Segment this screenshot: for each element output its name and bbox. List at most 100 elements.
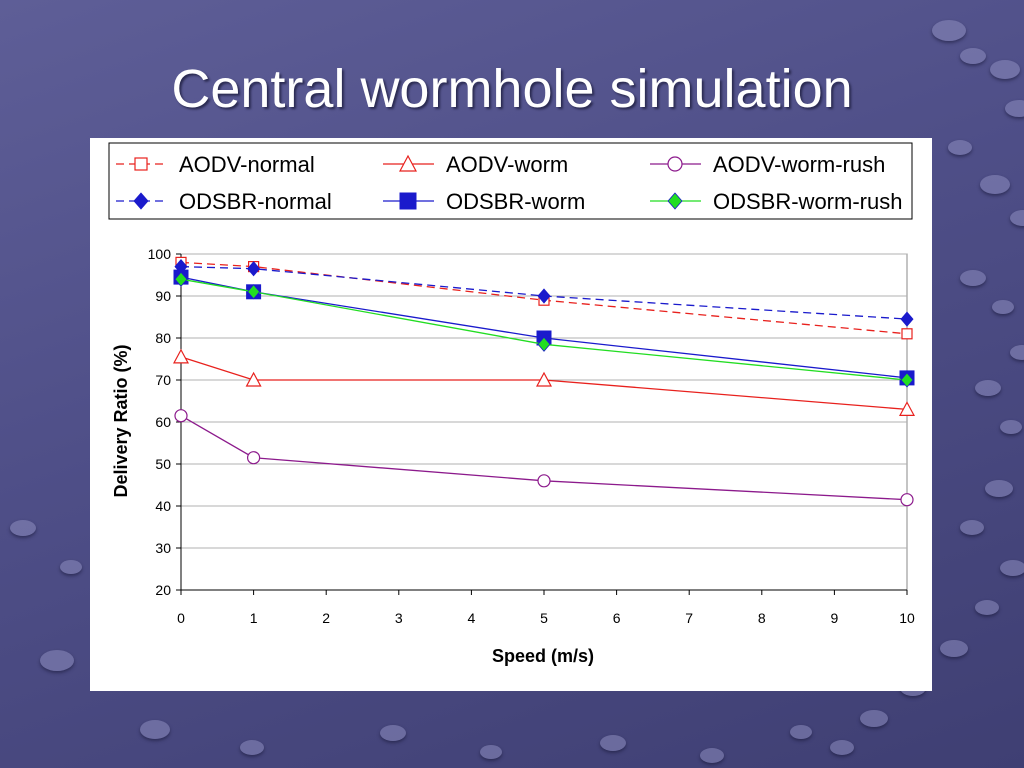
x-tick-label: 6 — [613, 610, 621, 626]
series-line — [180, 261, 908, 335]
series-aodv-worm — [172, 348, 916, 416]
background-dot — [940, 640, 968, 657]
y-tick-label: 100 — [148, 246, 172, 262]
background-dot — [960, 520, 984, 535]
y-tick-label: 50 — [155, 456, 171, 472]
background-dot — [60, 560, 82, 574]
background-dot — [240, 740, 264, 755]
background-dot — [830, 740, 854, 755]
background-dot — [40, 650, 74, 671]
y-tick-label: 60 — [155, 414, 171, 430]
legend-label: AODV-normal — [179, 152, 315, 177]
x-axis-title: Speed (m/s) — [492, 646, 594, 666]
data-point — [898, 401, 916, 416]
data-point — [537, 336, 551, 352]
x-tick-label: 9 — [831, 610, 839, 626]
y-axis-title: Delivery Ratio (%) — [111, 344, 131, 497]
legend-label: ODSBR-worm — [446, 189, 585, 214]
y-tick-label: 90 — [155, 288, 171, 304]
x-tick-label: 5 — [540, 610, 548, 626]
legend-marker — [667, 192, 683, 210]
plot-area: 20 30 40 50 60 70 80 90 100 0 1 2 3 4 5 6 7 8 9 10 — [148, 246, 916, 626]
background-dot — [960, 48, 986, 64]
legend-marker — [399, 154, 417, 172]
series-odsbr-normal — [174, 258, 914, 327]
series-aodv-worm-rush — [174, 409, 914, 507]
legend-item: AODV-worm-rush — [650, 152, 885, 177]
data-point — [535, 371, 553, 387]
background-dot — [1010, 210, 1024, 226]
x-tick-label: 8 — [758, 610, 766, 626]
background-dot — [960, 270, 986, 286]
data-point — [247, 451, 261, 465]
legend-label: ODSBR-normal — [179, 189, 332, 214]
data-point — [537, 474, 551, 488]
background-dot — [380, 725, 406, 741]
legend-label: ODSBR-worm-rush — [713, 189, 902, 214]
background-dot — [480, 745, 502, 759]
background-dot — [700, 748, 724, 763]
legend-label: AODV-worm — [446, 152, 568, 177]
legend-marker — [133, 192, 149, 210]
legend-marker — [667, 156, 683, 172]
background-dot — [992, 300, 1014, 314]
background-dot — [860, 710, 888, 727]
legend-item: AODV-normal — [116, 152, 315, 177]
legend-box — [108, 142, 913, 220]
background-dot — [140, 720, 170, 739]
chart-panel: AODV-normal AODV-worm AODV-worm-rush ODSBR-… — [90, 138, 932, 691]
y-tick-label: 80 — [155, 330, 171, 346]
data-point — [174, 271, 188, 287]
data-point — [900, 372, 914, 388]
series-odsbr-worm-rush — [174, 271, 914, 388]
background-dot — [975, 380, 1001, 396]
x-tick-label: 3 — [395, 610, 403, 626]
legend-marker — [399, 192, 417, 210]
data-point — [537, 288, 551, 304]
x-tick-label: 0 — [177, 610, 185, 626]
data-point — [900, 311, 914, 327]
y-tick-label: 30 — [155, 540, 171, 556]
series-line — [180, 356, 908, 411]
background-dot — [1000, 420, 1022, 434]
data-point — [247, 261, 261, 277]
y-tick-label: 40 — [155, 498, 171, 514]
background-dot — [980, 175, 1010, 194]
legend-marker — [134, 157, 148, 171]
background-dot — [1010, 345, 1024, 360]
data-point — [901, 328, 913, 340]
data-point — [245, 371, 262, 387]
background-dot — [600, 735, 626, 751]
data-point — [900, 493, 914, 507]
legend-item: AODV-worm — [383, 152, 568, 177]
data-point — [247, 284, 261, 300]
x-tick-label: 2 — [322, 610, 330, 626]
data-point — [172, 348, 190, 364]
chart-legend: AODV-normal AODV-worm AODV-worm-rush ODSBR-… — [108, 142, 913, 220]
background-dot — [932, 20, 966, 41]
series-line — [180, 265, 908, 320]
y-tick-label: 20 — [155, 582, 171, 598]
background-dot — [1005, 100, 1024, 117]
legend-item: ODSBR-normal — [116, 189, 332, 214]
legend-item: ODSBR-worm — [383, 189, 585, 214]
x-tick-label: 10 — [899, 610, 915, 626]
y-tick-label: 70 — [155, 372, 171, 388]
series-line — [180, 276, 908, 379]
slide-title: Central wormhole simulation — [171, 59, 853, 119]
background-dot — [985, 480, 1013, 497]
background-dot — [790, 725, 812, 739]
legend-label: AODV-worm-rush — [713, 152, 885, 177]
background-dot — [975, 600, 999, 615]
x-tick-label: 4 — [468, 610, 476, 626]
background-dot — [948, 140, 972, 155]
x-tick-label: 1 — [250, 610, 258, 626]
series-line — [180, 278, 908, 381]
data-point — [174, 409, 188, 423]
line-chart: AODV-normal AODV-worm AODV-worm-rush ODSBR-… — [108, 142, 916, 666]
legend-item: ODSBR-worm-rush — [650, 189, 902, 214]
background-dot — [990, 60, 1020, 79]
background-dot — [1000, 560, 1024, 576]
series-line — [180, 415, 908, 501]
background-dot — [10, 520, 36, 536]
